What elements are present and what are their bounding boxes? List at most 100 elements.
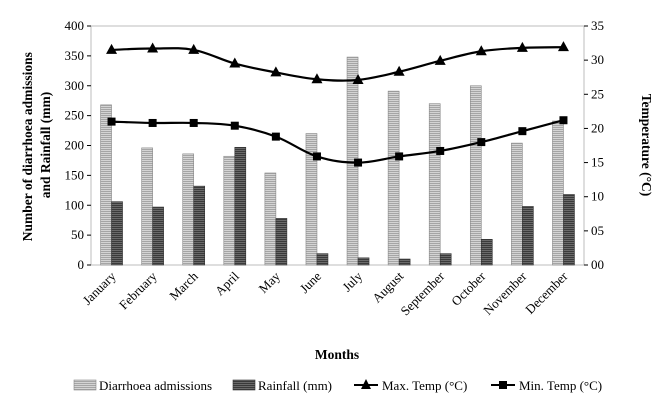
right-tick-label: 20 (591, 120, 604, 135)
max-temp-marker (270, 66, 282, 77)
bar-diarrhoea-admissions (428, 103, 441, 266)
legend-label: Min. Temp (°C) (519, 378, 602, 393)
max-temp-marker (557, 41, 569, 52)
x-tick-label: December (522, 268, 571, 317)
left-tick-label: 50 (71, 227, 84, 242)
bar-rainfall (563, 194, 575, 266)
left-tick-label: 250 (65, 108, 85, 123)
y2-axis-title: Temperature (°C) (639, 94, 654, 197)
right-axis-ticks: 00 05 10 15 20 25 30 35 (584, 18, 604, 272)
x-tick-label: November (480, 268, 530, 318)
max-temp-marker (311, 73, 323, 84)
legend-label: Diarrhoea admissions (99, 378, 212, 393)
right-tick-label: 00 (591, 257, 604, 272)
min-temp-marker (312, 152, 321, 161)
bar-diarrhoea-admissions (552, 120, 564, 266)
bar-diarrhoea-admissions (141, 147, 153, 266)
bar-rainfall (193, 185, 206, 266)
max-temp-marker (106, 43, 118, 54)
x-tick-label: September (397, 268, 447, 318)
legend-label: Rainfall (mm) (258, 378, 332, 393)
right-tick-label: 10 (591, 189, 604, 204)
max-temp-marker (229, 57, 241, 68)
left-tick-label: 400 (65, 18, 85, 33)
max-temp-marker (516, 41, 528, 52)
lines-layer (106, 41, 569, 167)
left-tick-label: 0 (78, 257, 85, 272)
left-tick-label: 150 (65, 167, 85, 182)
bars-layer (100, 56, 575, 266)
max-temp-marker (393, 65, 405, 76)
bar-diarrhoea-admissions (387, 90, 400, 266)
legend-item-min-temp: Min. Temp (°C) (491, 378, 602, 393)
x-tick-label: July (339, 268, 365, 294)
y-axis-title: Number of diarrhoea admissions and Rainf… (20, 49, 53, 242)
x-tick-label: August (369, 268, 406, 305)
bar-rainfall (522, 206, 534, 266)
max-temp-marker (147, 42, 159, 53)
min-temp-marker (230, 121, 239, 130)
left-tick-label: 100 (65, 197, 85, 212)
x-tick-label: March (166, 268, 201, 303)
right-tick-label: 35 (591, 18, 604, 33)
y-axis-title-line-1: Number of diarrhoea admissions (20, 52, 35, 241)
bar-diarrhoea-admissions (100, 104, 112, 266)
min-temp-line (111, 119, 564, 164)
bar-rainfall (234, 146, 247, 266)
bar-rainfall (111, 201, 123, 266)
legend: Diarrhoea admissions Rainfall (mm) Max. Te… (73, 378, 602, 393)
x-axis-title: Months (315, 347, 359, 362)
legend-label: Max. Temp (°C) (382, 378, 467, 393)
min-temp-marker (271, 132, 280, 141)
bar-rainfall (316, 253, 329, 266)
bar-rainfall (480, 239, 493, 266)
left-axis-ticks: 0 50 100 150 200 250 300 350 400 (65, 18, 91, 272)
bar-diarrhoea-admissions (264, 172, 277, 266)
max-temp-marker (188, 43, 200, 54)
bar-diarrhoea-admissions (223, 155, 236, 266)
bar-rainfall (439, 253, 452, 266)
right-tick-label: 05 (591, 223, 604, 238)
min-temp-marker (189, 118, 198, 127)
max-temp-line (111, 46, 564, 82)
min-temp-marker (107, 117, 116, 126)
plot-frame (90, 25, 585, 266)
x-tick-label: October (448, 268, 489, 309)
y-axis-title-line-2: and Rainfall (mm) (38, 92, 53, 199)
legend-item-max-temp: Max. Temp (°C) (354, 378, 467, 393)
left-tick-label: 200 (65, 138, 85, 153)
x-tick-label: May (256, 268, 284, 296)
legend-swatch (73, 379, 97, 391)
right-tick-label: 15 (591, 155, 604, 170)
min-temp-marker (148, 118, 157, 127)
max-temp-marker (434, 54, 446, 65)
bar-diarrhoea-admissions (511, 142, 523, 266)
max-temp-marker (352, 73, 364, 84)
bar-rainfall (357, 257, 370, 266)
right-tick-label: 30 (591, 52, 604, 67)
right-tick-label: 25 (591, 86, 604, 101)
legend-item-rainfall: Rainfall (mm) (232, 378, 332, 393)
legend-marker (499, 381, 507, 389)
legend-swatch (232, 379, 256, 391)
legend-item-diarrhoea-admissions: Diarrhoea admissions (73, 378, 212, 393)
x-tick-label: January (79, 268, 119, 308)
x-tick-label: February (116, 268, 160, 312)
x-tick-label: June (297, 268, 325, 296)
min-temp-marker (559, 116, 568, 125)
bar-rainfall (152, 206, 164, 266)
left-tick-label: 300 (65, 78, 85, 93)
min-temp-marker (518, 127, 527, 136)
min-temp-marker (395, 152, 404, 161)
x-tick-label: April (212, 268, 242, 298)
bar-rainfall (275, 218, 288, 266)
legend-marker (361, 379, 371, 389)
left-tick-label: 350 (65, 48, 85, 63)
min-temp-marker (477, 138, 486, 147)
bar-diarrhoea-admissions (182, 153, 195, 266)
min-temp-marker (436, 146, 445, 155)
min-temp-marker (354, 158, 363, 167)
bar-rainfall (398, 258, 411, 266)
